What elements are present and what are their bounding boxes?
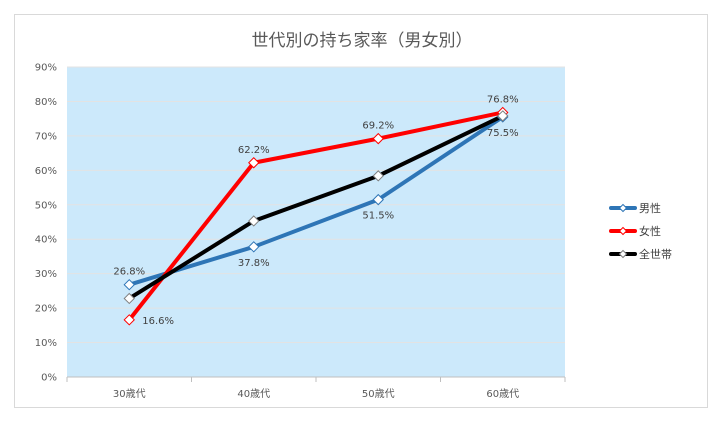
data-label: 37.8%: [238, 258, 270, 269]
data-label: 76.8%: [487, 94, 519, 105]
data-label: 69.2%: [362, 121, 394, 132]
data-label: 51.5%: [362, 211, 394, 222]
y-tick-label: 40%: [35, 235, 57, 246]
series-markers: [123, 106, 509, 326]
data-marker: [372, 193, 384, 206]
legend-marker: [618, 249, 628, 259]
y-tick-label: 10%: [35, 338, 57, 349]
axes: 0% 10% 20% 30% 40% 50% 60% 70% 80% 90% 30歳代 40歳代 50歳…: [35, 63, 566, 400]
data-label: 62.2%: [238, 145, 270, 156]
data-label: 16.6%: [142, 316, 174, 327]
x-tick-label: 50歳代: [362, 388, 395, 400]
data-label: 26.8%: [113, 267, 145, 278]
data-marker: [248, 157, 260, 169]
data-labels: 26.8% 37.8% 51.5% 75.5% 16.6% 62.2% 69.2% 76.8%: [113, 94, 518, 326]
data-marker: [123, 278, 135, 291]
legend-marker: [618, 203, 628, 213]
y-tick-label: 70%: [35, 131, 57, 142]
y-tick-label: 60%: [35, 166, 57, 177]
legend-marker: [618, 226, 628, 236]
x-tick-label: 60歳代: [486, 388, 519, 400]
data-marker: [123, 292, 135, 305]
y-tick-label: 50%: [35, 200, 57, 211]
x-tick-label: 40歳代: [237, 388, 270, 400]
series-lines: [127, 110, 505, 322]
chart-frame: 世代別の持ち家率（男女別） 0% 10% 20% 30% 40% 50% 60% 70% 80%…: [14, 14, 708, 408]
x-tick-label: 30歳代: [113, 388, 146, 400]
y-tick-label: 0%: [41, 373, 57, 384]
series-line-2: [127, 113, 505, 301]
data-marker: [248, 241, 260, 253]
data-marker: [372, 132, 384, 145]
legend-label: 全世帯: [639, 247, 672, 261]
data-label: 75.5%: [487, 128, 519, 139]
data-marker: [123, 314, 135, 326]
data-marker: [497, 110, 509, 122]
series-line-1: [127, 110, 505, 322]
y-tick-label: 80%: [35, 97, 57, 108]
legend-label: 男性: [639, 201, 661, 215]
series-line-0: [127, 114, 505, 287]
chart-svg: 世代別の持ち家率（男女別） 0% 10% 20% 30% 40% 50% 60% 70% 80%…: [35, 31, 672, 400]
y-tick-label: 30%: [35, 269, 57, 280]
y-tick-label: 90%: [35, 63, 57, 74]
data-marker: [372, 170, 384, 182]
chart-title: 世代別の持ち家率（男女別）: [252, 31, 473, 51]
y-tick-label: 20%: [35, 304, 57, 315]
data-marker: [248, 215, 260, 227]
gridlines: [67, 66, 565, 378]
legend-label: 女性: [639, 224, 661, 238]
